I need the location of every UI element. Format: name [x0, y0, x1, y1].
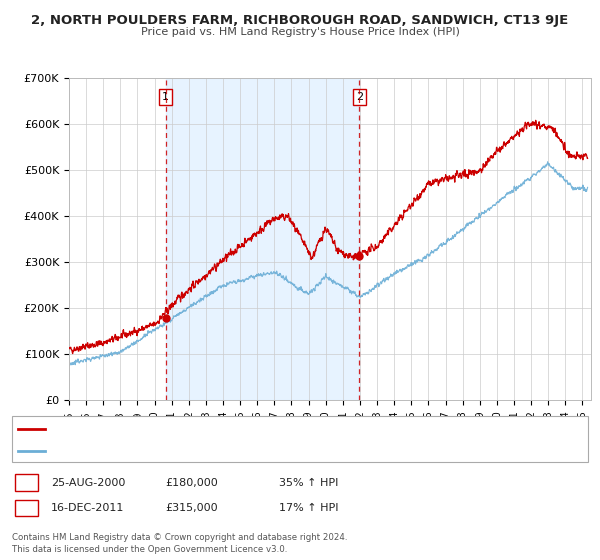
Text: 17% ↑ HPI: 17% ↑ HPI [279, 503, 338, 513]
Text: 16-DEC-2011: 16-DEC-2011 [51, 503, 124, 513]
Text: 2, NORTH POULDERS FARM, RICHBOROUGH ROAD, SANDWICH, CT13 9JE (detached hou: 2, NORTH POULDERS FARM, RICHBOROUGH ROAD… [51, 424, 466, 433]
Text: This data is licensed under the Open Government Licence v3.0.: This data is licensed under the Open Gov… [12, 545, 287, 554]
Text: 2: 2 [356, 92, 363, 102]
Text: 35% ↑ HPI: 35% ↑ HPI [279, 478, 338, 488]
Text: HPI: Average price, detached house, Dover: HPI: Average price, detached house, Dove… [51, 446, 256, 455]
Bar [166, 78, 359, 400]
Text: 1: 1 [162, 92, 169, 102]
Text: 2: 2 [23, 503, 30, 513]
Text: 2, NORTH POULDERS FARM, RICHBOROUGH ROAD, SANDWICH, CT13 9JE: 2, NORTH POULDERS FARM, RICHBOROUGH ROAD… [31, 14, 569, 27]
Text: 1: 1 [23, 478, 30, 488]
Text: Price paid vs. HM Land Registry's House Price Index (HPI): Price paid vs. HM Land Registry's House … [140, 27, 460, 37]
Text: Contains HM Land Registry data © Crown copyright and database right 2024.: Contains HM Land Registry data © Crown c… [12, 533, 347, 542]
Text: 25-AUG-2000: 25-AUG-2000 [51, 478, 125, 488]
Text: £315,000: £315,000 [165, 503, 218, 513]
Text: £180,000: £180,000 [165, 478, 218, 488]
